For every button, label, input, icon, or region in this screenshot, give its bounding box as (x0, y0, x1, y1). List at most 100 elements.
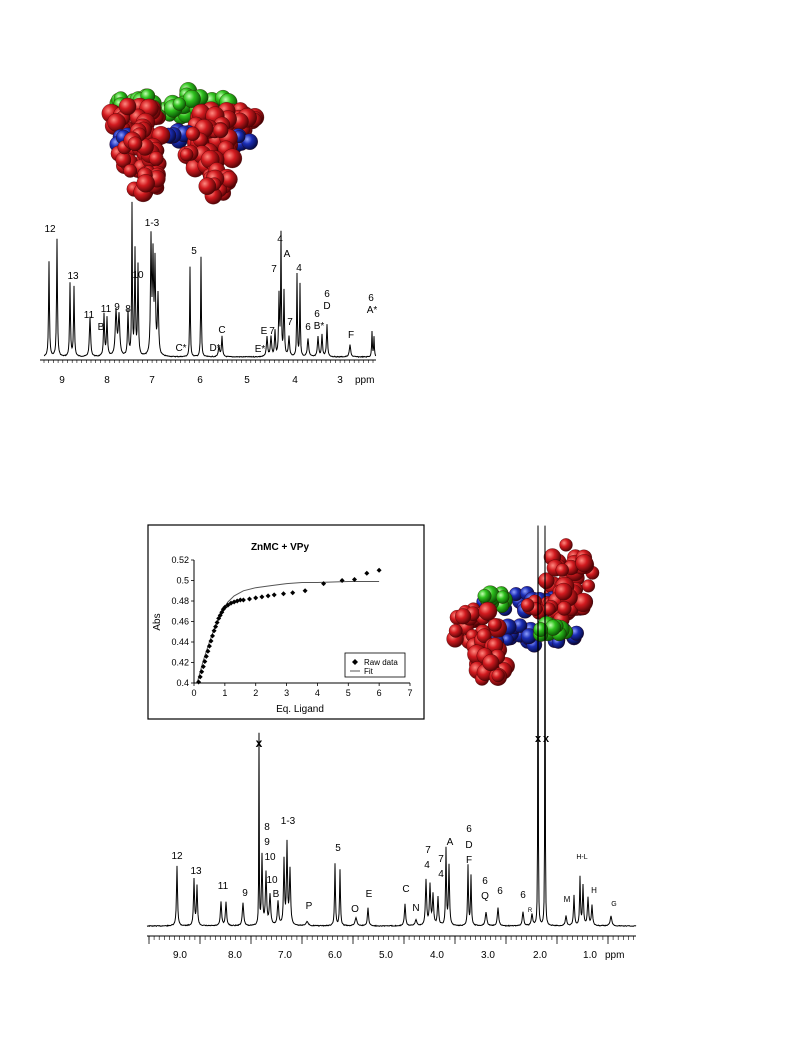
raw-data-point (302, 588, 308, 594)
raw-data-point (259, 594, 265, 600)
y-tick-label: 0.48 (171, 596, 189, 606)
raw-data-point (321, 581, 327, 587)
peak-label: 6 (497, 886, 503, 897)
atom-sphere (477, 588, 492, 603)
axis-tick-label: 3 (337, 375, 343, 386)
peak-label: 5 (191, 246, 197, 257)
atom-sphere (172, 97, 186, 111)
peak-label: P (306, 901, 313, 912)
legend-label-raw: Raw data (364, 658, 398, 667)
peak-label: A (447, 837, 454, 848)
raw-data-point (339, 578, 345, 583)
peak-label: 7 (287, 317, 293, 328)
inset-ticks: 0 1 2 3 4 5 6 7 0.4 0.42 0.44 0.46 0.48 0.5 0.52 (171, 555, 412, 698)
legend-marker-raw (352, 659, 358, 665)
atom-sphere (557, 601, 572, 616)
atom-sphere (520, 598, 535, 612)
legend: Raw data Fit (344, 652, 406, 678)
x-tick-label: 3 (284, 688, 289, 698)
peak-label: H-L (576, 854, 587, 861)
raw-data-point (225, 602, 231, 608)
x-tick-label: 4 (315, 688, 320, 698)
raw-data-point (205, 648, 211, 654)
y-tick-label: 0.44 (171, 637, 189, 647)
raw-data-point (290, 590, 296, 596)
atom-sphere (478, 601, 498, 621)
raw-data-point (222, 604, 228, 610)
peak-label: 5 (335, 843, 341, 854)
peak-label: C* (175, 343, 186, 354)
peak-label: 13 (67, 271, 79, 282)
titration-inset-chart: ZnMC + VPy Abs Eq. Ligand 0 1 2 3 4 5 6 7 0.4 0.4… (147, 524, 425, 720)
inset-series (196, 567, 382, 685)
raw-data-point (247, 596, 252, 602)
peak-label: 9 (264, 837, 270, 848)
peak-label: 1-3 (145, 218, 160, 229)
peak-label: 4 (277, 234, 283, 245)
x-tick-label: 5 (346, 688, 351, 698)
y-tick-label: 0.52 (171, 555, 189, 565)
axis-tick-label: 8 (104, 375, 110, 386)
axis-tick-label: 4 (292, 375, 298, 386)
peak-label: B (273, 889, 280, 900)
raw-data-point (214, 620, 220, 625)
peak-label: 7 (425, 845, 431, 856)
atom-sphere (496, 590, 510, 604)
axis-tick-label: 7.0 (278, 950, 292, 961)
peak-label: 6 (305, 322, 311, 333)
raw-data-point (271, 592, 277, 598)
raw-data-point (364, 570, 370, 576)
x-tick-label: 6 (377, 688, 382, 698)
raw-data-point (206, 643, 212, 649)
peak-label: M (564, 895, 571, 904)
raw-data-point (213, 624, 219, 630)
axis-tick-label: 3.0 (481, 950, 495, 961)
axis-tick-label: 1.0 (583, 950, 597, 961)
raw-data-point (200, 664, 206, 670)
peak-label: 10 (132, 270, 144, 281)
atom-sphere (136, 174, 155, 193)
peak-label: 6 (482, 876, 488, 887)
peak-label: 9 (114, 302, 120, 313)
peak-label: O (351, 904, 359, 915)
axis-tick-label: 5 (244, 375, 250, 386)
atom-sphere (148, 151, 164, 166)
peak-label: 6 (466, 824, 472, 835)
atom-sphere (559, 538, 573, 552)
axis-tick-label: 5.0 (379, 950, 393, 961)
atom-sphere (555, 563, 569, 577)
peak-label: D* (209, 343, 220, 354)
axis-tick-label: 6.0 (328, 950, 342, 961)
atom-sphere (118, 97, 137, 116)
peak-label: 6 (314, 309, 320, 320)
peak-label: 6 (368, 293, 374, 304)
atom-sphere (448, 623, 463, 638)
peak-label: E (261, 326, 268, 337)
axis-tick-label: 2.0 (533, 950, 547, 961)
legend-label-fit: Fit (364, 667, 374, 676)
raw-data-point (376, 567, 382, 573)
peak-label: C (402, 884, 409, 895)
peak-label: E* (255, 344, 266, 355)
raw-data-point (210, 633, 215, 639)
peak-label: E (366, 889, 373, 900)
axis-unit-label: ppm (355, 375, 374, 386)
molecule-model-top (101, 82, 265, 205)
peak-label: 8 (264, 822, 270, 833)
peak-label: A* (367, 305, 378, 316)
axis-tick-label: 4.0 (430, 950, 444, 961)
peak-label: 4 (438, 869, 444, 880)
peak-label: A (284, 249, 291, 260)
peak-label: 12 (171, 851, 183, 862)
atom-sphere (554, 582, 573, 601)
peak-label: 11 (218, 881, 229, 892)
peak-label: 13 (190, 866, 202, 877)
raw-data-point (281, 591, 286, 597)
peak-label: H (591, 886, 597, 895)
peak-label: F (348, 330, 354, 341)
atom-sphere (180, 147, 194, 162)
raw-data-point (211, 628, 217, 634)
peak-label: 4 (424, 860, 430, 871)
raw-data-point (352, 577, 357, 582)
